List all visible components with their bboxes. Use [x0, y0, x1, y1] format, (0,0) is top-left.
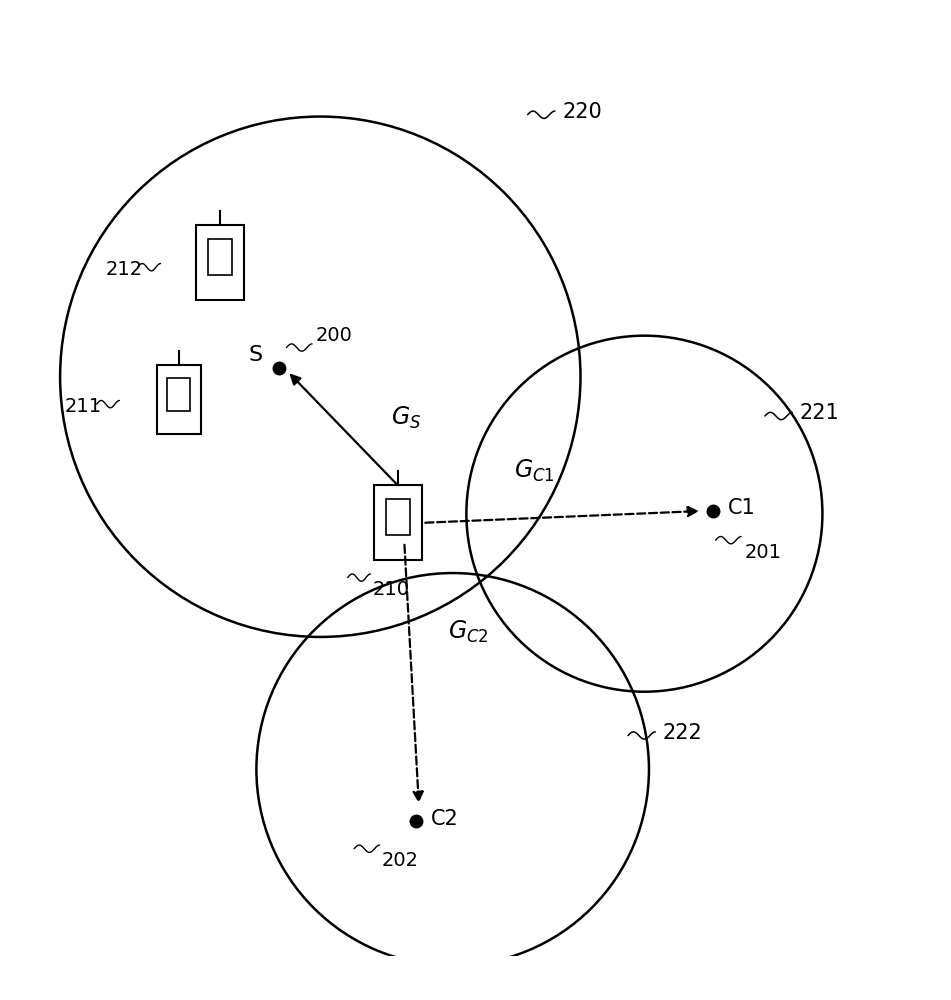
Text: S: S: [248, 345, 262, 365]
Text: 202: 202: [381, 851, 418, 870]
Bar: [385, 499, 410, 535]
Text: $G_S$: $G_S$: [391, 405, 421, 431]
Bar: [196, 225, 243, 300]
Text: 222: 222: [663, 723, 703, 743]
Text: $G_{C2}$: $G_{C2}$: [448, 619, 489, 645]
Text: C2: C2: [431, 809, 458, 829]
Text: $G_{C1}$: $G_{C1}$: [514, 458, 555, 484]
Bar: [207, 239, 232, 275]
Text: 220: 220: [562, 102, 602, 122]
Text: 211: 211: [65, 397, 102, 416]
Text: 210: 210: [373, 580, 409, 599]
Text: C1: C1: [728, 498, 755, 518]
Bar: [374, 485, 421, 560]
Text: 201: 201: [745, 543, 782, 562]
Text: 212: 212: [106, 260, 143, 279]
Bar: [157, 365, 201, 434]
Bar: [167, 378, 190, 411]
Text: 221: 221: [800, 403, 840, 423]
Text: 200: 200: [316, 326, 353, 345]
